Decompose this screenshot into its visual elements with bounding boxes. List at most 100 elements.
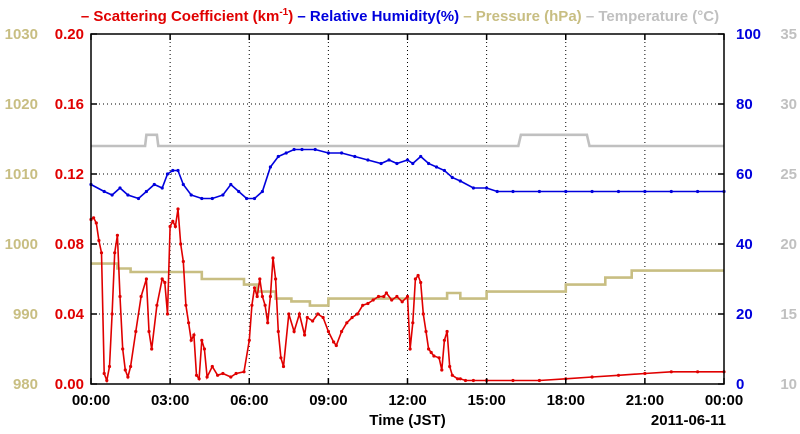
humidity-point bbox=[165, 172, 170, 176]
scattering-point bbox=[440, 368, 444, 372]
humidity-point bbox=[210, 196, 214, 201]
scattering-point bbox=[382, 294, 386, 299]
scattering-point bbox=[419, 280, 423, 285]
scattering-point bbox=[92, 216, 96, 220]
humidity-point bbox=[284, 151, 288, 155]
scattering-point bbox=[287, 312, 291, 316]
pressure-tick-label: 1000 bbox=[5, 236, 38, 253]
legend-superscript: -1 bbox=[279, 7, 288, 18]
scattering-point bbox=[408, 347, 412, 351]
scattering-point bbox=[316, 312, 320, 316]
x-tick-label: 06:00 bbox=[230, 392, 268, 409]
humidity-point bbox=[427, 161, 431, 166]
scattering-point bbox=[616, 373, 621, 377]
scattering-point bbox=[134, 329, 138, 334]
humidity-point bbox=[353, 154, 357, 159]
scattering-point bbox=[305, 315, 309, 320]
scattering-point bbox=[102, 371, 106, 376]
scattering-point bbox=[334, 343, 338, 348]
humidity-point bbox=[419, 154, 423, 159]
x-axis-label: Time (JST) bbox=[369, 412, 445, 429]
temperature-tick-label: 15 bbox=[780, 306, 797, 323]
scattering-point bbox=[292, 329, 296, 334]
humidity-point bbox=[405, 158, 410, 162]
humidity-point bbox=[379, 161, 383, 166]
temperature-tick-label: 25 bbox=[780, 166, 797, 183]
x-tick-label: 00:00 bbox=[72, 392, 110, 409]
humidity-point bbox=[616, 189, 621, 194]
scattering-point bbox=[340, 329, 344, 334]
scattering-point bbox=[110, 312, 114, 316]
humidity-point bbox=[442, 168, 446, 173]
temperature-tick-label: 30 bbox=[780, 96, 797, 113]
scattering-point bbox=[332, 340, 336, 344]
scattering-point bbox=[463, 378, 468, 383]
humidity-point bbox=[450, 175, 454, 180]
scattering-tick-label: 0.08 bbox=[55, 236, 84, 253]
axes: 98099010001010102010300.000.040.080.120.… bbox=[5, 26, 797, 409]
legend-text: – Scattering Coefficient (km-1) – Relati… bbox=[81, 7, 719, 25]
scattering-tick-label: 0.20 bbox=[55, 26, 84, 43]
scattering-point bbox=[400, 300, 404, 304]
scattering-point bbox=[147, 329, 151, 334]
scattering-point bbox=[537, 378, 542, 383]
scattering-point bbox=[432, 354, 436, 358]
scattering-point bbox=[163, 280, 167, 285]
x-tick-label: 00:00 bbox=[705, 392, 743, 409]
scattering-point bbox=[413, 277, 417, 281]
scattering-point bbox=[234, 371, 238, 376]
scattering-point bbox=[258, 277, 262, 281]
legend-item-0-end: ) bbox=[288, 8, 293, 25]
pressure-tick-label: 980 bbox=[13, 376, 38, 393]
scattering-point bbox=[395, 294, 399, 299]
x-tick-label: 09:00 bbox=[309, 392, 347, 409]
humidity-point bbox=[564, 189, 568, 194]
humidity-point bbox=[237, 189, 241, 194]
humidity-tick-label: 80 bbox=[736, 96, 753, 113]
scattering-point bbox=[189, 338, 193, 342]
scattering-point bbox=[200, 338, 204, 342]
scattering-point bbox=[165, 312, 170, 316]
scattering-point bbox=[471, 378, 475, 383]
humidity-point bbox=[268, 165, 272, 169]
x-tick-label: 12:00 bbox=[388, 392, 426, 409]
humidity-point bbox=[189, 193, 193, 197]
scattering-point bbox=[155, 303, 159, 307]
scattering-tick-label: 0.04 bbox=[55, 306, 85, 323]
humidity-point bbox=[485, 186, 489, 190]
scattering-point bbox=[255, 294, 259, 299]
legend-item-1: – Relative Humidity(%) bbox=[293, 8, 459, 25]
humidity-point bbox=[176, 168, 180, 173]
scattering-point bbox=[590, 375, 594, 379]
scattering-point bbox=[126, 375, 130, 379]
scattering-point bbox=[184, 303, 188, 307]
humidity-point bbox=[136, 196, 141, 201]
scattering-point bbox=[390, 298, 394, 302]
scattering-point bbox=[242, 370, 246, 374]
humidity-point bbox=[126, 193, 130, 197]
humidity-tick-label: 0 bbox=[736, 376, 744, 393]
scattering-point bbox=[405, 294, 410, 299]
scattering-point bbox=[424, 329, 428, 334]
humidity-tick-label: 100 bbox=[736, 26, 761, 43]
scattering-point bbox=[221, 371, 225, 376]
scattering-point bbox=[458, 377, 462, 381]
scattering-point bbox=[250, 303, 254, 307]
pressure-tick-label: 990 bbox=[13, 306, 38, 323]
legend-item-3: – Temperature (°C) bbox=[582, 8, 719, 25]
scattering-point bbox=[150, 347, 154, 351]
humidity-point bbox=[366, 158, 370, 162]
scattering-point bbox=[281, 364, 286, 369]
scattering-point bbox=[429, 350, 433, 355]
legend: – Scattering Coefficient (km-1) – Relati… bbox=[81, 7, 719, 25]
scattering-point bbox=[97, 238, 101, 243]
humidity-point bbox=[171, 168, 175, 173]
humidity-tick-label: 20 bbox=[736, 306, 753, 323]
humidity-point bbox=[511, 189, 515, 194]
scattering-point bbox=[121, 347, 125, 351]
scattering-point bbox=[179, 242, 183, 246]
temperature-tick-label: 10 bbox=[780, 376, 797, 393]
x-tick-label: 03:00 bbox=[151, 392, 189, 409]
scattering-point bbox=[450, 373, 454, 377]
humidity-tick-label: 60 bbox=[736, 166, 753, 183]
